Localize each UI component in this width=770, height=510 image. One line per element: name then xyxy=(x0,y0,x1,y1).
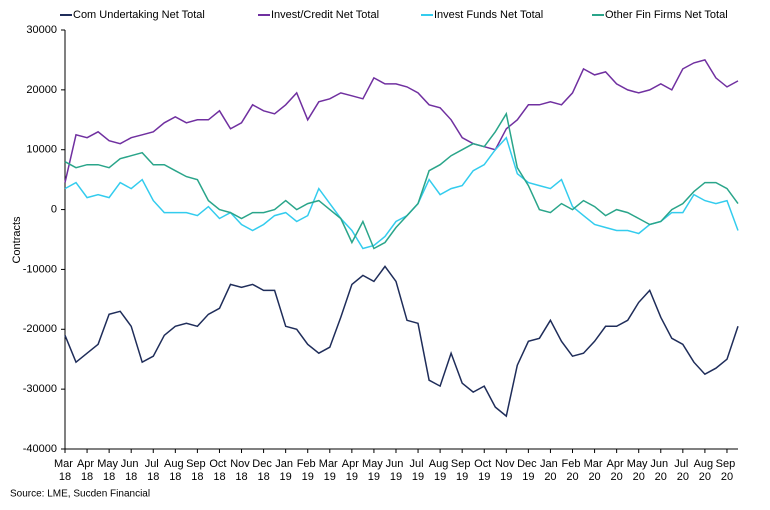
y-tick-label: -40000 xyxy=(23,443,57,455)
x-tick-label: Jan 19 xyxy=(275,458,296,483)
legend-label: Invest/Credit Net Total xyxy=(271,9,379,21)
x-tick-label: May 19 xyxy=(362,458,386,483)
x-tick-label: Aug 20 xyxy=(694,458,717,483)
series-line xyxy=(64,111,739,250)
y-axis-label: Contracts xyxy=(11,216,23,264)
x-tick-label: Mar 19 xyxy=(319,458,341,483)
source: Source: LME, Sucden Financial xyxy=(10,489,150,500)
x-tick-label: Jul 19 xyxy=(409,458,426,483)
x-tick-label: Mar 18 xyxy=(54,458,76,483)
x-tick-label: Mar 20 xyxy=(584,458,606,483)
y-tick-label: -20000 xyxy=(23,323,57,335)
x-tick-label: Dec 18 xyxy=(252,458,275,483)
y-tick-label: -30000 xyxy=(23,383,57,395)
x-tick-label: Apr 19 xyxy=(342,458,362,483)
x-tick-label: Aug 19 xyxy=(429,458,452,483)
x-tick-label: Oct 19 xyxy=(474,458,494,483)
x-tick-label: Sep 18 xyxy=(186,458,209,483)
x-tick-label: Jul 18 xyxy=(145,458,162,483)
x-tick-label: Nov 19 xyxy=(495,458,518,483)
x-tick-label: Jul 20 xyxy=(674,458,691,483)
x-tick-label: May 20 xyxy=(627,458,651,483)
x-tick-label: Oct 18 xyxy=(209,458,229,483)
y-tick-label: 30000 xyxy=(26,24,57,36)
legend-label: Other Fin Firms Net Total xyxy=(605,9,728,21)
x-tick-label: Jun 19 xyxy=(386,458,407,483)
legend-label: Com Undertaking Net Total xyxy=(73,9,205,21)
x-tick-label: Feb 20 xyxy=(562,458,584,483)
x-tick-label: Jun 20 xyxy=(650,458,671,483)
x-tick-label: Feb 19 xyxy=(297,458,319,483)
y-tick-label: -10000 xyxy=(23,263,57,275)
x-tick-label: May 18 xyxy=(97,458,121,483)
y-tick-label: 10000 xyxy=(26,144,57,156)
x-tick-label: Sep 19 xyxy=(451,458,474,483)
x-tick-label: Dec 19 xyxy=(517,458,540,483)
y-tick-label: 20000 xyxy=(26,84,57,96)
y-tick-label: 0 xyxy=(51,203,57,215)
series-line xyxy=(64,265,739,418)
x-tick-label: Apr 20 xyxy=(607,458,627,483)
x-tick-label: Nov 18 xyxy=(230,458,253,483)
series-line xyxy=(64,136,739,250)
x-tick-label: Aug 18 xyxy=(164,458,187,483)
series-line xyxy=(64,59,739,183)
x-tick-label: Jan 20 xyxy=(540,458,561,483)
x-tick-label: Apr 18 xyxy=(77,458,97,483)
legend-label: Invest Funds Net Total xyxy=(434,9,543,21)
x-tick-label: Sep 20 xyxy=(716,458,739,483)
x-tick-label: Jun 18 xyxy=(121,458,142,483)
